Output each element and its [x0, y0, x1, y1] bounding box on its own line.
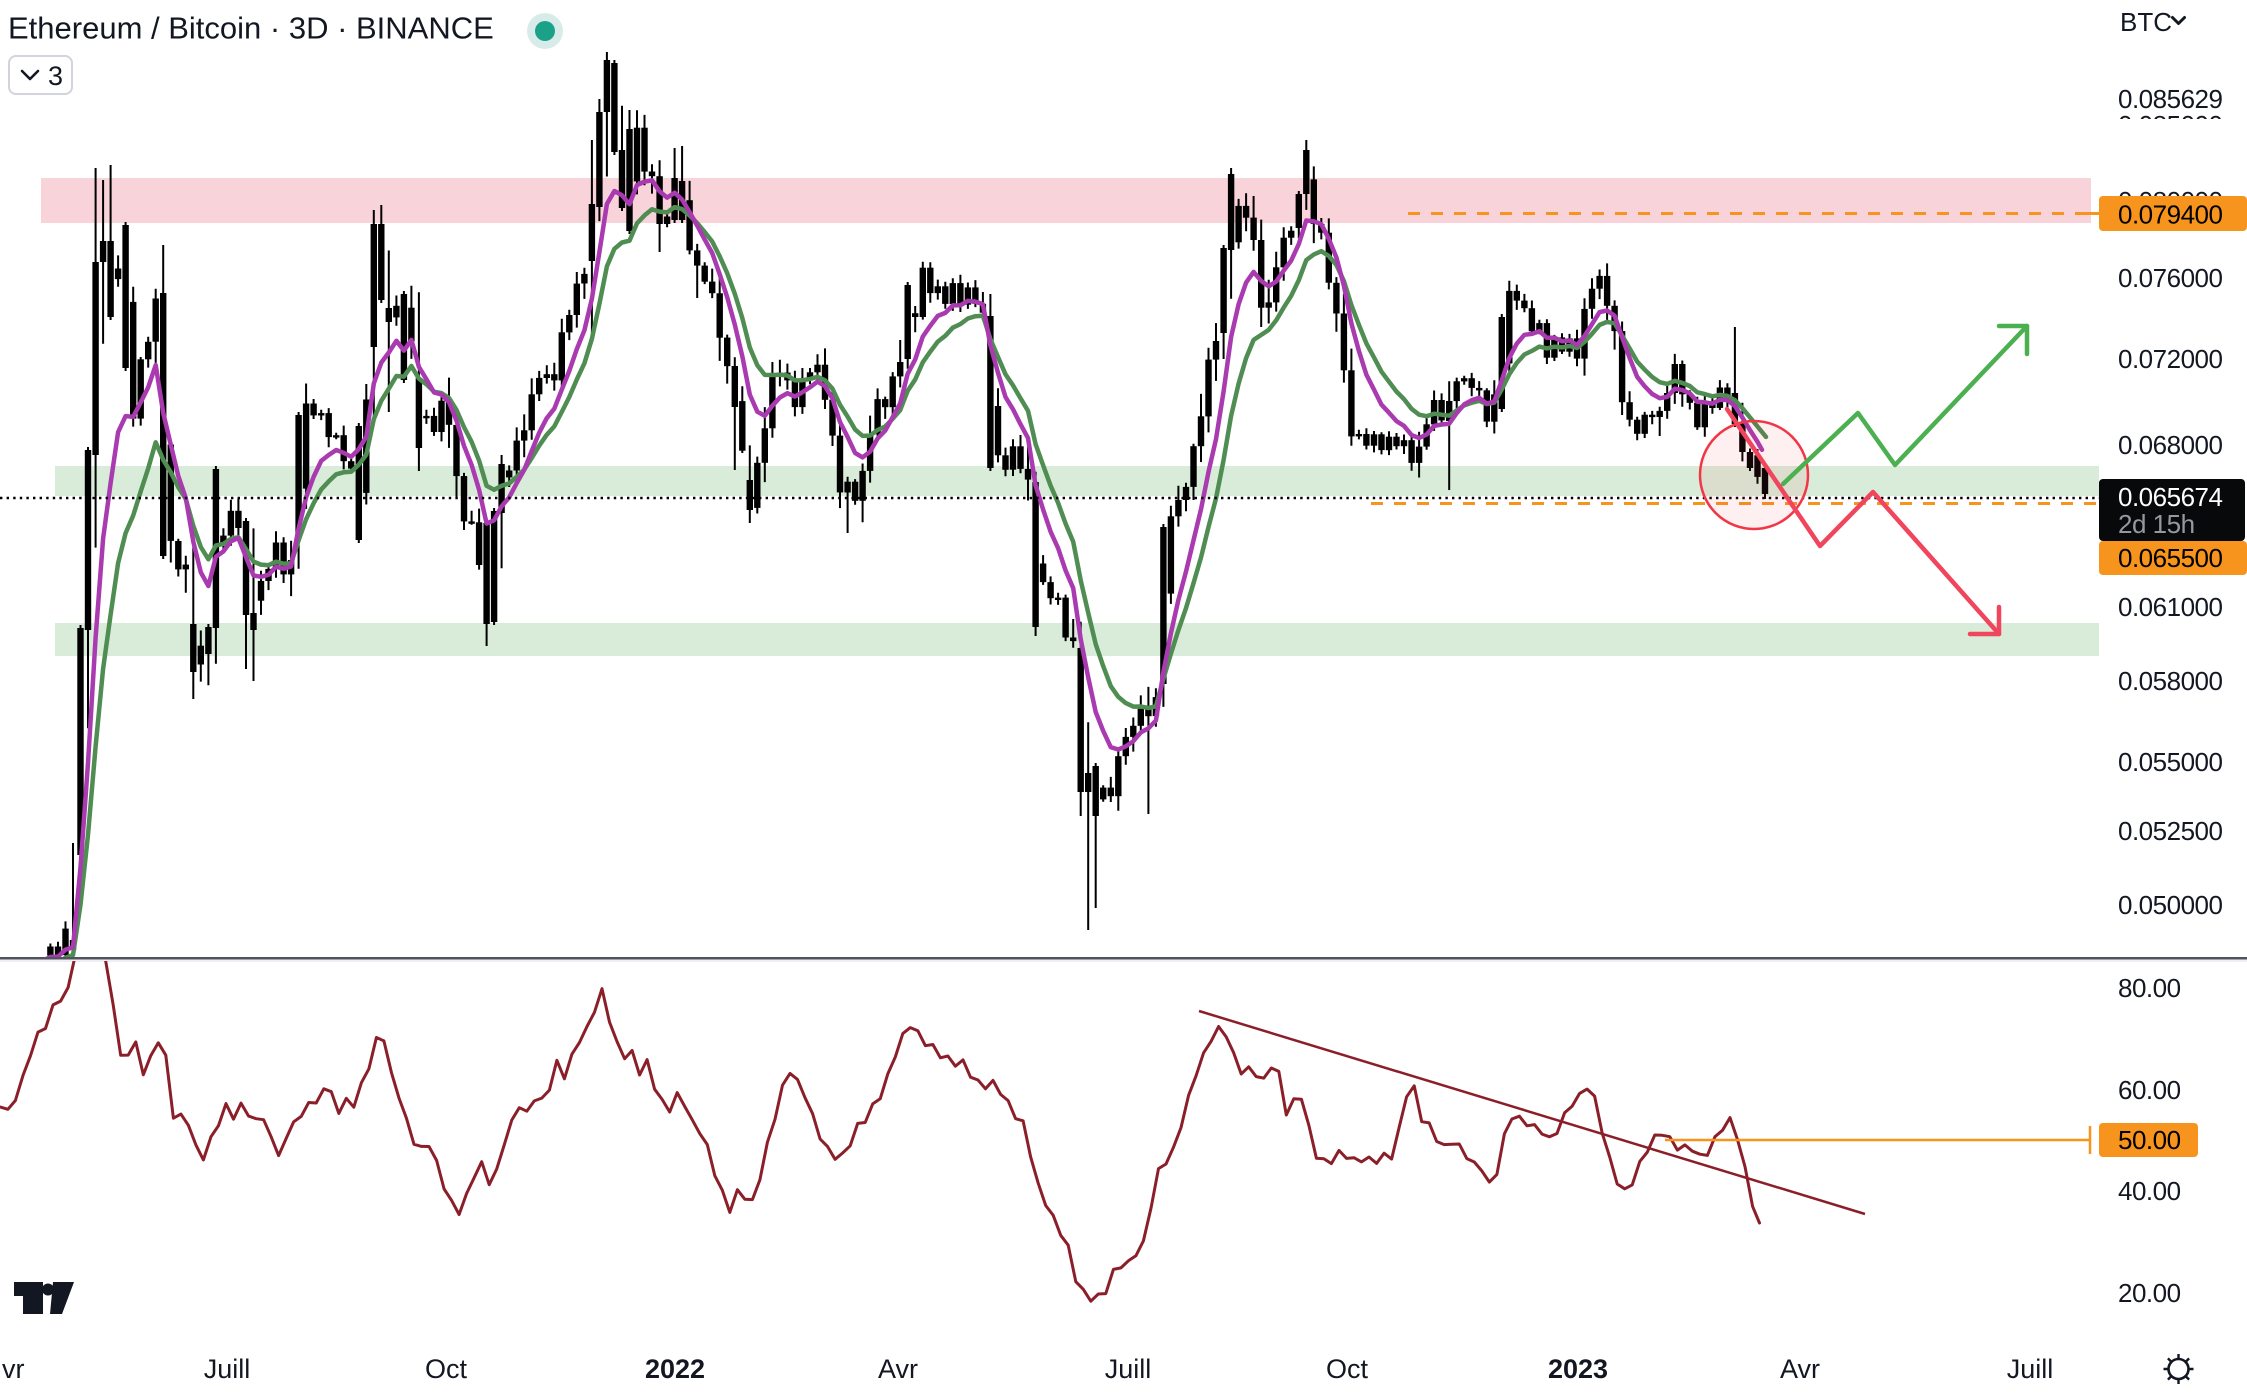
svg-text:0.080000: 0.080000: [2118, 186, 2222, 216]
svg-text:Juill: Juill: [1105, 1354, 1152, 1384]
svg-text:0.055000: 0.055000: [2118, 747, 2222, 777]
svg-text:0.072000: 0.072000: [2118, 344, 2222, 374]
svg-text:40.00: 40.00: [2118, 1176, 2181, 1206]
svg-text:80.00: 80.00: [2118, 973, 2181, 1003]
svg-text:Avr: Avr: [1780, 1354, 1820, 1384]
svg-text:3: 3: [48, 61, 63, 91]
svg-text:2023: 2023: [1548, 1354, 1608, 1384]
svg-text:0.058000: 0.058000: [2118, 666, 2222, 696]
svg-text:Juill: Juill: [2007, 1354, 2054, 1384]
svg-text:0.061000: 0.061000: [2118, 592, 2222, 622]
svg-text:0.068000: 0.068000: [2118, 430, 2222, 460]
svg-text:0.050000: 0.050000: [2118, 890, 2222, 920]
svg-text:2022: 2022: [645, 1354, 705, 1384]
svg-text:0.065500: 0.065500: [2118, 543, 2222, 573]
svg-text:Oct: Oct: [1326, 1354, 1369, 1384]
svg-text:0.052500: 0.052500: [2118, 816, 2222, 846]
svg-text:BTC: BTC: [2120, 7, 2172, 37]
svg-text:0.085629: 0.085629: [2118, 84, 2222, 114]
svg-text:Ethereum / Bitcoin · 3D · BINA: Ethereum / Bitcoin · 3D · BINANCE: [8, 11, 494, 46]
svg-text:0.079400: 0.079400: [2118, 200, 2222, 230]
svg-text:20.00: 20.00: [2118, 1278, 2181, 1308]
svg-text:Oct: Oct: [425, 1354, 468, 1384]
svg-text:vr: vr: [2, 1354, 25, 1384]
svg-text:Avr: Avr: [878, 1354, 918, 1384]
svg-text:2d 15h: 2d 15h: [2118, 509, 2195, 539]
svg-text:0.065674: 0.065674: [2118, 482, 2222, 512]
svg-text:Juill: Juill: [204, 1354, 251, 1384]
svg-text:60.00: 60.00: [2118, 1075, 2181, 1105]
svg-text:50.00: 50.00: [2118, 1125, 2181, 1155]
svg-text:0.076000: 0.076000: [2118, 263, 2222, 293]
svg-text:0.085000: 0.085000: [2118, 110, 2222, 140]
